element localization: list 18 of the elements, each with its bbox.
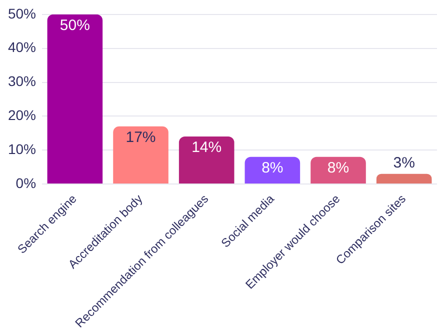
bar xyxy=(178,136,234,184)
bar xyxy=(310,156,366,184)
data-label: 14% xyxy=(192,139,222,156)
data-label: 17% xyxy=(126,129,156,146)
data-label: 8% xyxy=(327,160,350,177)
data-label: 50% xyxy=(60,17,90,34)
y-tick-label: 10% xyxy=(8,140,36,157)
bar xyxy=(376,174,432,184)
y-tick-label: 30% xyxy=(8,73,36,90)
bar xyxy=(113,126,168,184)
bar xyxy=(244,156,300,184)
y-tick-label: 50% xyxy=(8,5,36,22)
y-tick-label: 40% xyxy=(8,39,36,56)
data-label: 3% xyxy=(393,154,415,172)
data-label: 8% xyxy=(262,160,284,177)
bar xyxy=(47,14,103,184)
y-tick-label: 20% xyxy=(8,107,36,124)
y-tick-label: 0% xyxy=(16,174,36,191)
